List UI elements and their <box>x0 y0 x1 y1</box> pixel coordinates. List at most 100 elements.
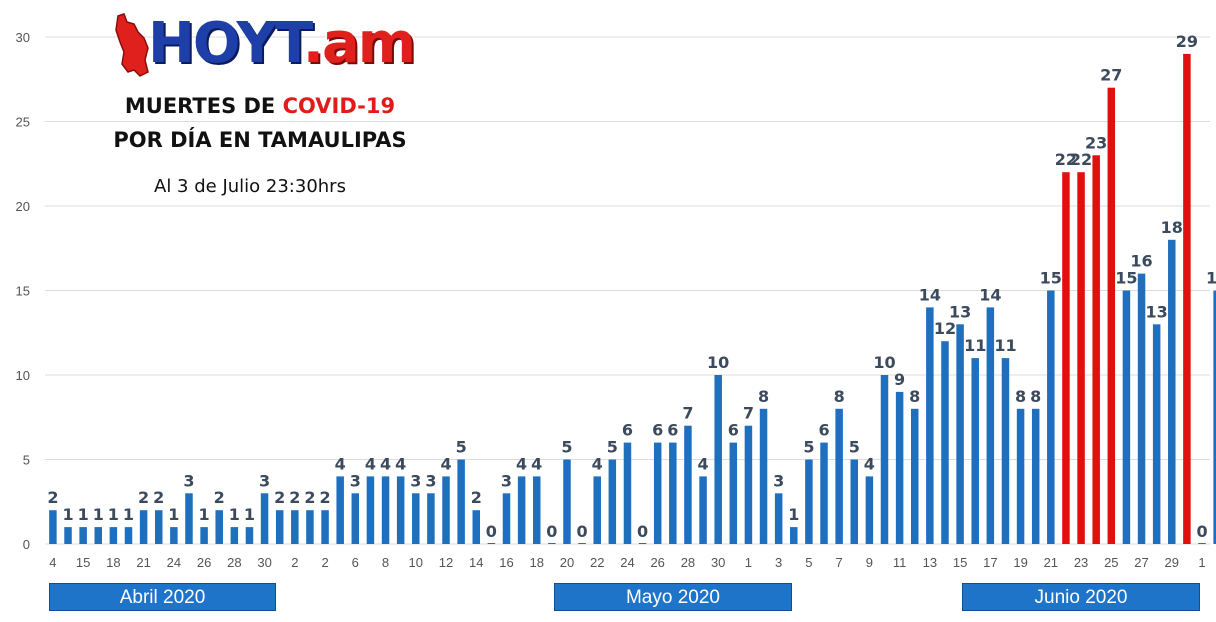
data-label: 7 <box>743 404 754 423</box>
x-tick-label: 1 <box>1198 555 1205 570</box>
bar <box>109 527 118 544</box>
data-label: 14 <box>919 285 941 304</box>
bar <box>291 510 299 544</box>
data-label: 2 <box>471 488 482 507</box>
data-label: 23 <box>1085 133 1107 152</box>
bar <box>275 510 284 544</box>
x-tick-label: 13 <box>923 555 937 570</box>
data-label: 2 <box>153 488 164 507</box>
bar <box>170 527 178 544</box>
data-label: 5 <box>456 438 467 457</box>
data-label: 12 <box>934 319 956 338</box>
data-label: 2 <box>138 488 149 507</box>
data-label: 4 <box>697 454 708 473</box>
bar <box>154 510 163 544</box>
bar <box>49 510 57 544</box>
x-tick-label: 24 <box>167 555 181 570</box>
bar <box>215 510 223 544</box>
bar <box>94 527 103 544</box>
data-label: 5 <box>561 438 572 457</box>
bar <box>1198 543 1206 544</box>
x-tick-label: 10 <box>409 555 423 570</box>
bar <box>64 527 72 544</box>
data-label: 4 <box>516 454 527 473</box>
data-label: 8 <box>1015 387 1026 406</box>
bar <box>487 543 496 544</box>
data-label: 1 <box>229 505 240 524</box>
data-label: 1 <box>123 505 134 524</box>
bar <box>139 510 148 544</box>
title-highlight: COVID-19 <box>282 94 396 118</box>
bar <box>926 307 934 544</box>
x-tick-label: 2 <box>291 555 298 570</box>
bar <box>714 375 722 544</box>
bar <box>699 476 707 544</box>
bar <box>744 425 753 544</box>
bar <box>638 543 647 544</box>
bar <box>941 341 949 544</box>
x-tick-label: 21 <box>136 555 150 570</box>
data-label: 22 <box>1055 150 1077 169</box>
x-tick-label: 18 <box>530 555 544 570</box>
x-tick-label: 8 <box>382 555 389 570</box>
data-label: 8 <box>1030 387 1041 406</box>
bar <box>1152 324 1161 544</box>
bar <box>653 442 662 544</box>
data-label: 5 <box>849 438 860 457</box>
x-tick-label: 16 <box>499 555 513 570</box>
x-tick-label: 6 <box>352 555 359 570</box>
bar <box>351 493 360 544</box>
bar <box>472 510 481 544</box>
data-label: 2 <box>304 488 315 507</box>
data-label: 0 <box>637 522 648 541</box>
bar <box>230 527 239 544</box>
x-tick-label: 1 <box>745 555 752 570</box>
bar <box>563 459 571 544</box>
month-band-april: Abril 2020 <box>49 583 276 611</box>
data-label: 2 <box>319 488 330 507</box>
data-label: 15 <box>1115 269 1137 288</box>
data-label: 3 <box>350 471 361 490</box>
bar <box>578 543 586 544</box>
bar <box>517 476 526 544</box>
x-tick-label: 3 <box>775 555 782 570</box>
data-label: 1 <box>78 505 89 524</box>
bar <box>1077 172 1085 544</box>
bar <box>608 459 617 544</box>
bar <box>502 493 511 544</box>
bar <box>1168 239 1176 545</box>
data-label: 0 <box>546 522 557 541</box>
data-label: 11 <box>964 336 986 355</box>
chart-title-line2: POR DÍA EN TAMAULIPAS <box>113 128 407 152</box>
y-tick-label: 20 <box>16 199 30 214</box>
data-label: 6 <box>818 421 829 440</box>
data-label: 3 <box>183 471 194 490</box>
bar <box>427 493 435 544</box>
data-label: 3 <box>410 471 421 490</box>
y-tick-label: 15 <box>16 284 30 299</box>
data-label: 4 <box>592 454 603 473</box>
x-tick-label: 30 <box>257 555 271 570</box>
data-label: 4 <box>395 454 406 473</box>
data-label: 1 <box>62 505 73 524</box>
data-label: 10 <box>873 353 895 372</box>
x-tick-label: 20 <box>560 555 574 570</box>
bar <box>336 476 344 544</box>
data-label: 4 <box>380 454 391 473</box>
bar <box>593 476 601 544</box>
x-tick-label: 26 <box>650 555 664 570</box>
bar <box>880 375 889 544</box>
data-label: 5 <box>607 438 618 457</box>
data-label: 8 <box>758 387 769 406</box>
x-tick-label: 27 <box>1134 555 1148 570</box>
data-label: 8 <box>834 387 845 406</box>
chart-subtitle: Al 3 de Julio 23:30hrs <box>154 176 346 197</box>
bar <box>532 476 541 544</box>
bar <box>321 510 329 544</box>
y-tick-label: 30 <box>16 30 30 45</box>
title-prefix: MUERTES DE <box>124 94 283 118</box>
x-tick-label: 22 <box>590 555 604 570</box>
bar <box>381 476 390 544</box>
bar <box>1092 155 1100 545</box>
